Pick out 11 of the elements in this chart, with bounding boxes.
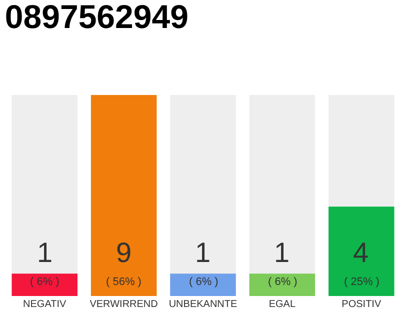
x-tick-label: POSITIV xyxy=(342,299,382,310)
data-label: 9 ( 56% ) xyxy=(106,237,142,288)
data-label: 1 ( 6% ) xyxy=(189,237,218,288)
x-tick-label: UNBEKANNTE xyxy=(168,299,238,310)
x-tick-label: VERWIRREND xyxy=(90,299,158,310)
x-tick-label: NEGATIV xyxy=(23,299,67,310)
data-label: 1 ( 6% ) xyxy=(268,237,298,288)
data-label: 4 ( 25% ) xyxy=(344,237,380,288)
x-tick-label: EGAL xyxy=(268,299,296,310)
chart-title: 0897562949 xyxy=(4,0,188,35)
data-label: 1 ( 6% ) xyxy=(30,237,60,288)
